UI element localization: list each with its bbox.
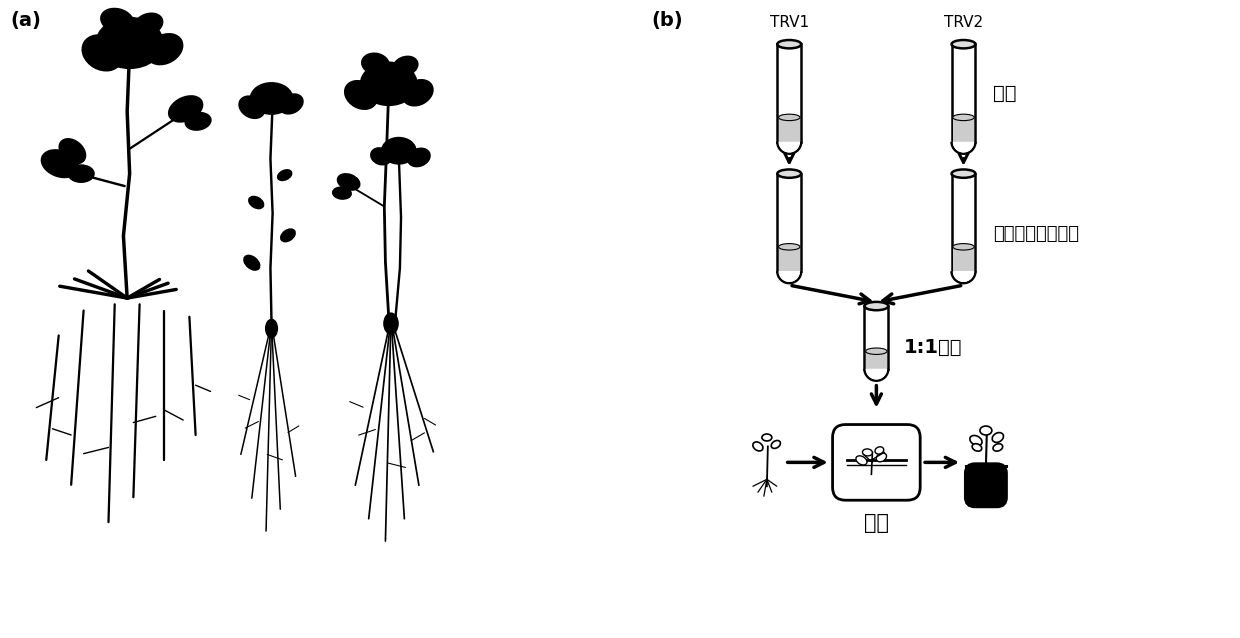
Wedge shape — [779, 142, 800, 152]
Ellipse shape — [248, 196, 264, 209]
Wedge shape — [866, 369, 887, 380]
Text: 侵染缓冲液重悬浮: 侵染缓冲液重悬浮 — [993, 225, 1079, 243]
Ellipse shape — [407, 147, 430, 167]
Ellipse shape — [167, 95, 203, 122]
Ellipse shape — [277, 169, 293, 181]
Ellipse shape — [866, 348, 887, 355]
FancyBboxPatch shape — [832, 424, 920, 500]
Ellipse shape — [779, 244, 800, 250]
Bar — [952, 247, 975, 271]
Ellipse shape — [238, 95, 265, 119]
Ellipse shape — [145, 33, 184, 65]
Text: (a): (a) — [11, 11, 41, 31]
Ellipse shape — [82, 34, 123, 71]
Text: TRV1: TRV1 — [770, 15, 808, 30]
Text: 真空: 真空 — [864, 513, 889, 533]
Ellipse shape — [100, 8, 134, 33]
Ellipse shape — [856, 456, 867, 465]
Ellipse shape — [95, 17, 164, 69]
Ellipse shape — [875, 447, 884, 454]
Ellipse shape — [992, 433, 1003, 442]
Ellipse shape — [753, 442, 763, 451]
Ellipse shape — [41, 149, 79, 178]
Ellipse shape — [952, 244, 975, 250]
Ellipse shape — [877, 453, 887, 462]
Ellipse shape — [265, 318, 278, 338]
Ellipse shape — [980, 426, 992, 435]
Ellipse shape — [343, 80, 378, 110]
Ellipse shape — [779, 114, 800, 121]
Ellipse shape — [381, 137, 417, 165]
Ellipse shape — [761, 434, 771, 441]
Bar — [779, 247, 800, 271]
Ellipse shape — [185, 112, 212, 131]
Ellipse shape — [133, 13, 164, 36]
Ellipse shape — [58, 138, 87, 165]
Bar — [952, 117, 975, 142]
Ellipse shape — [360, 61, 418, 106]
Bar — [866, 352, 887, 369]
Ellipse shape — [279, 93, 304, 115]
Ellipse shape — [383, 313, 399, 335]
Bar — [951, 56, 976, 154]
Ellipse shape — [280, 228, 296, 242]
Ellipse shape — [864, 302, 888, 310]
Bar — [864, 318, 888, 381]
Text: 1:1混合: 1:1混合 — [904, 338, 962, 357]
Ellipse shape — [361, 52, 389, 75]
Ellipse shape — [67, 165, 94, 183]
Ellipse shape — [993, 444, 1003, 451]
Bar — [777, 186, 801, 283]
Bar — [777, 56, 801, 154]
Text: 培养: 培养 — [993, 84, 1017, 103]
Wedge shape — [952, 271, 975, 282]
FancyBboxPatch shape — [965, 463, 1007, 507]
Ellipse shape — [370, 147, 392, 165]
Ellipse shape — [951, 40, 976, 48]
Ellipse shape — [952, 114, 975, 121]
Ellipse shape — [777, 170, 801, 178]
Ellipse shape — [243, 255, 260, 271]
Text: (b): (b) — [652, 11, 683, 31]
Ellipse shape — [771, 440, 780, 449]
Ellipse shape — [970, 436, 982, 445]
Bar — [951, 186, 976, 283]
Ellipse shape — [951, 170, 976, 178]
Bar — [779, 117, 800, 142]
Wedge shape — [779, 271, 800, 282]
Ellipse shape — [777, 40, 801, 48]
Ellipse shape — [402, 79, 434, 107]
Ellipse shape — [337, 173, 361, 191]
Ellipse shape — [249, 82, 294, 115]
Text: TRV2: TRV2 — [944, 15, 983, 30]
Wedge shape — [952, 142, 975, 152]
Ellipse shape — [332, 186, 352, 200]
Ellipse shape — [972, 443, 982, 451]
Ellipse shape — [863, 449, 873, 456]
Ellipse shape — [392, 56, 419, 77]
